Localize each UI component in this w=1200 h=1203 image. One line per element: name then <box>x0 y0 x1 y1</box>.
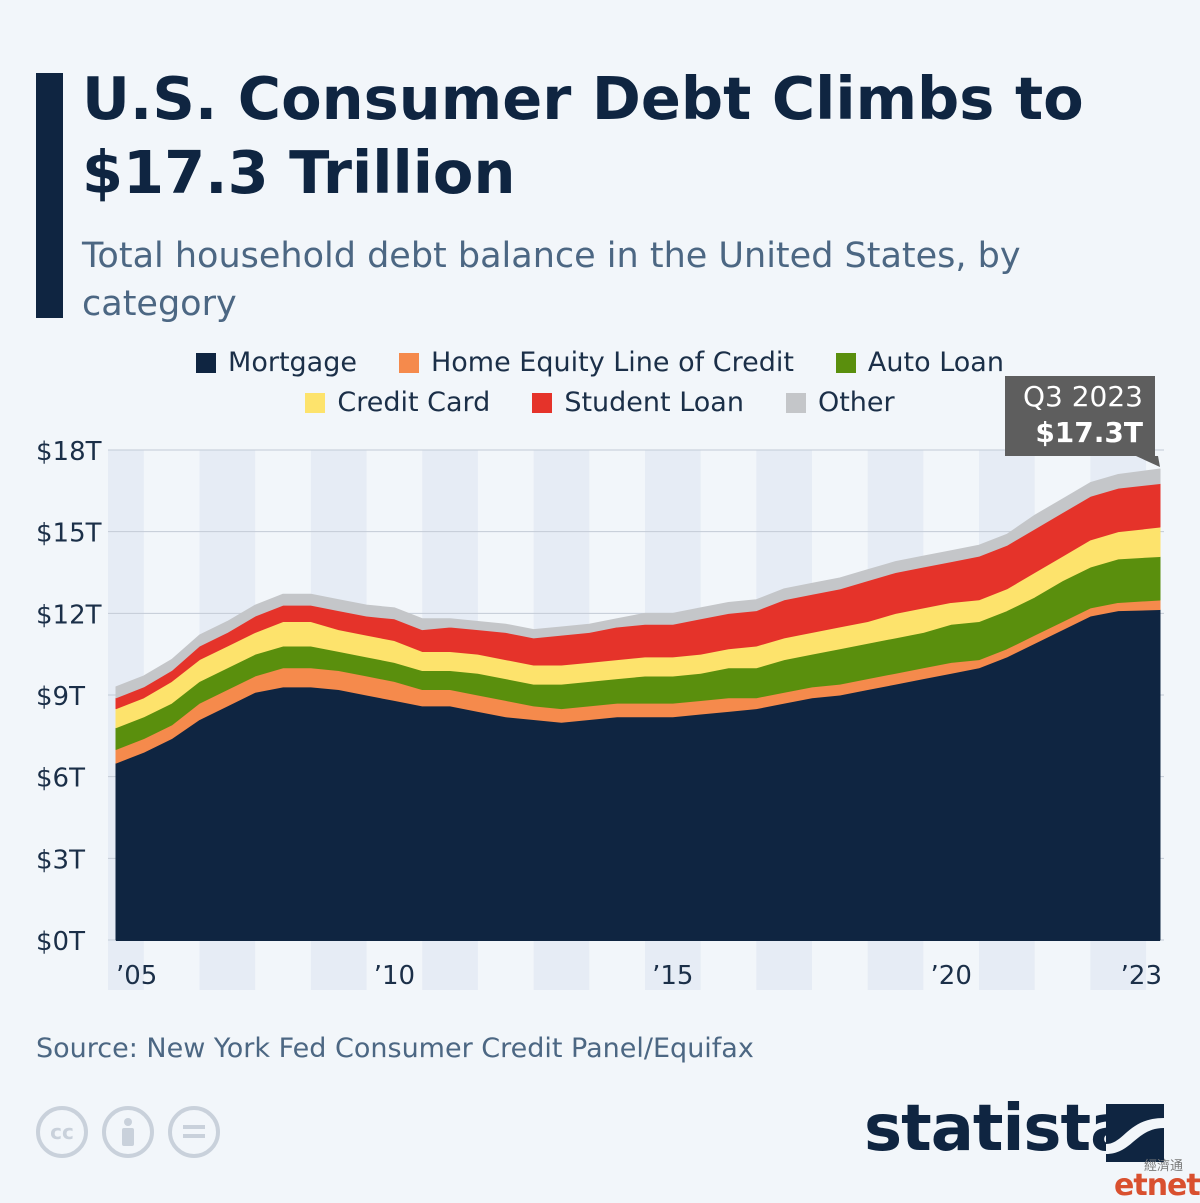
callout-value: $17.3T <box>1035 416 1143 449</box>
legend-item-mortgage: Mortgage <box>196 347 357 378</box>
legend-swatch-auto-loan <box>835 352 856 373</box>
legend-swatch-student-loan <box>532 392 553 413</box>
legend-label-mortgage: Mortgage <box>228 347 357 378</box>
callout-box <box>1005 376 1155 456</box>
legend-item-auto-loan: Auto Loan <box>835 347 1004 378</box>
no-derivatives-icon <box>168 1106 220 1158</box>
legend-label-auto-loan: Auto Loan <box>867 347 1004 378</box>
title-accent-bar <box>36 73 63 318</box>
watermark-chinese: 經濟通 <box>1144 1159 1184 1174</box>
legend-swatch-credit-card <box>305 392 326 413</box>
x-tick-label: ’15 <box>652 961 693 991</box>
y-tick-label: $0T <box>36 927 85 957</box>
y-tick-label: $9T <box>36 682 85 712</box>
legend-label-credit-card: Credit Card <box>337 387 491 418</box>
legend-label-other: Other <box>817 387 895 418</box>
legend-item-credit-card: Credit Card <box>305 387 490 418</box>
cc-icon: cc <box>36 1106 88 1158</box>
legend-swatch-heloc <box>398 352 419 373</box>
watermark-etnet: etnet <box>1114 1168 1200 1203</box>
y-tick-label: $3T <box>36 845 85 875</box>
y-tick-label: $6T <box>36 764 85 794</box>
legend-row-2: Credit Card Student Loan Other <box>0 387 1200 418</box>
license-icons: cc <box>36 1106 220 1158</box>
callout-period: Q3 2023 <box>1023 380 1143 413</box>
area-other <box>115 468 1161 699</box>
x-tick-label: ’20 <box>931 961 972 991</box>
legend-item-other: Other <box>785 387 895 418</box>
x-tick-label: ’05 <box>116 961 157 991</box>
legend-item-heloc: Home Equity Line of Credit <box>398 347 794 378</box>
x-tick-label: ’10 <box>374 961 415 991</box>
attribution-icon <box>102 1106 154 1158</box>
y-tick-label: $12T <box>36 600 102 630</box>
x-tick-label: ’23 <box>1121 961 1162 991</box>
y-tick-label: $18T <box>36 437 102 467</box>
chart-subtitle: Total household debt balance in the Unit… <box>82 236 1021 324</box>
statista-logo-icon <box>1106 1104 1164 1162</box>
legend-label-student-loan: Student Loan <box>564 387 744 418</box>
statista-logo-text: statista <box>864 1092 1133 1166</box>
legend-row-1: Mortgage Home Equity Line of Credit Auto… <box>0 347 1200 378</box>
legend-swatch-other <box>785 392 806 413</box>
legend-item-student-loan: Student Loan <box>532 387 744 418</box>
y-tick-label: $15T <box>36 519 102 549</box>
legend-swatch-mortgage <box>196 352 217 373</box>
legend-label-heloc: Home Equity Line of Credit <box>430 347 794 378</box>
callout-pointer <box>1136 456 1160 468</box>
stacked-area-chart: $0T $3T $6T $9T $12T $15T $18T ’05 ’10 ’15 ’20 ’23 Q… <box>36 376 1164 991</box>
source-note: Source: New York Fed Consumer Credit Pan… <box>36 1033 754 1064</box>
chart-title: U.S. Consumer Debt Climbs to $17.3 Trill… <box>82 64 1084 207</box>
